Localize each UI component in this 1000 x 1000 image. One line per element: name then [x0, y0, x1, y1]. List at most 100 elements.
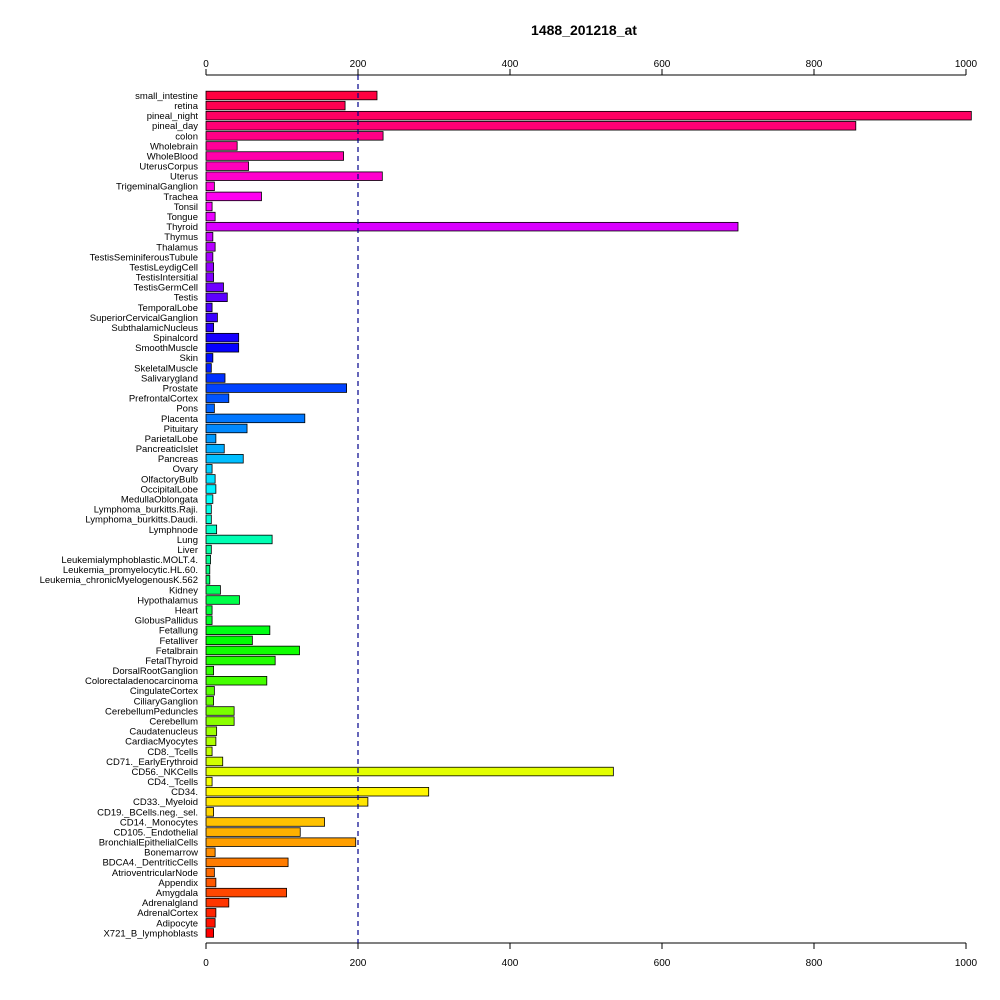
- category-label: SmoothMuscle: [135, 343, 198, 354]
- tick-label: 1000: [955, 958, 978, 969]
- bar-Lymphoma_burkitts.Raji.: [205, 504, 212, 514]
- category-label: CD14._Monocytes: [120, 817, 198, 828]
- category-label: DorsalRootGanglion: [112, 666, 198, 677]
- category-label: GlobusPallidus: [135, 616, 199, 627]
- bar-Kidney: [205, 585, 221, 595]
- category-label: Leukemialymphoblastic.MOLT.4.: [61, 555, 198, 566]
- tick-label: 0: [203, 958, 209, 969]
- category-label: Trachea: [164, 192, 199, 203]
- category-label: Ovary: [173, 464, 199, 475]
- category-label: Lymphoma_burkitts.Raji.: [94, 505, 198, 516]
- bar-Fetallung: [205, 625, 271, 635]
- category-label: TestisSeminiferousTubule: [90, 252, 198, 263]
- bar-SkeletalMuscle: [205, 363, 212, 373]
- tick-label: 600: [654, 59, 671, 70]
- category-label: X721_B_lymphoblasts: [103, 928, 198, 939]
- bar-AtrioventricularNode: [205, 867, 215, 878]
- bar-AdrenalCortex: [205, 908, 217, 918]
- category-label: CerebellumPeduncles: [105, 706, 198, 717]
- bar-colon: [205, 131, 384, 141]
- bar-TestisLeydigCell: [205, 262, 214, 272]
- category-label: Amygdala: [156, 888, 199, 899]
- bar-DorsalRootGanglion: [205, 665, 214, 676]
- bar-MedullaOblongata: [205, 494, 214, 504]
- bar-Appendix: [205, 877, 217, 888]
- category-label: pineal_night: [147, 111, 199, 122]
- category-label: PancreaticIslet: [136, 444, 199, 455]
- bar-Leukemia_chronicMyelogenousK.562: [205, 575, 211, 585]
- category-label: Thymus: [164, 232, 198, 243]
- bar-Pancreas: [205, 454, 244, 464]
- category-label: CD56._NKCells: [131, 767, 198, 778]
- category-label: TemporalLobe: [138, 303, 198, 314]
- bar-TestisSeminiferousTubule: [205, 252, 214, 262]
- category-label: Tongue: [167, 212, 198, 223]
- category-label: Placenta: [161, 414, 199, 425]
- bar-Salivarygland: [205, 373, 226, 383]
- bar-CD33._Myeloid: [205, 797, 369, 807]
- bar-UterusCorpus: [205, 161, 249, 171]
- category-label: Colorectaladenocarcinoma: [85, 676, 199, 687]
- bar-Spinalcord: [205, 332, 240, 343]
- category-label: MedullaOblongata: [121, 495, 199, 506]
- bar-Thalamus: [205, 242, 216, 252]
- bar-Leukemialymphoblastic.MOLT.4.: [205, 554, 211, 565]
- tick-label: 800: [806, 59, 823, 70]
- bottom-x-axis: 0 200 400 600 800 1000: [203, 942, 978, 969]
- category-label: OlfactoryBulb: [141, 474, 198, 485]
- bar-Lymphnode: [205, 524, 218, 535]
- bar-SuperiorCervicalGanglion: [205, 312, 218, 323]
- category-label: Appendix: [158, 878, 198, 889]
- bar-Lymphoma_burkitts.Daudi.: [205, 514, 212, 524]
- category-label: BronchialEpithelialCells: [99, 838, 199, 849]
- bar-Ovary: [205, 464, 213, 474]
- bar-Lung: [205, 534, 273, 545]
- bar-Adipocyte: [205, 918, 216, 928]
- category-label: CD4._Tcells: [147, 777, 198, 788]
- bar-CingulateCortex: [205, 686, 215, 696]
- category-labels: small_intestineretinapineal_nightpineal_…: [40, 91, 199, 939]
- category-label: CiliaryGanglion: [134, 696, 198, 707]
- category-label: Thyroid: [166, 222, 198, 233]
- bar-CD8._Tcells: [205, 746, 213, 757]
- bar-Hypothalamus: [205, 595, 240, 605]
- bar-Adrenalgland: [205, 898, 230, 908]
- category-label: Pituitary: [164, 424, 199, 435]
- bar-CD19._BCells.neg._sel.: [205, 807, 214, 817]
- bar-Placenta: [205, 413, 306, 424]
- tick-label: 200: [350, 958, 367, 969]
- bar-OlfactoryBulb: [205, 474, 216, 484]
- category-label: small_intestine: [135, 91, 198, 102]
- category-label: CD8._Tcells: [147, 747, 198, 758]
- bar-CD71._EarlyErythroid: [205, 756, 224, 767]
- category-label: CD33._Myeloid: [133, 797, 198, 808]
- category-label: Adrenalgland: [142, 898, 198, 909]
- bar-BDCA4._DentriticCells: [205, 857, 289, 868]
- bar-Uterus: [205, 171, 383, 181]
- category-label: Heart: [175, 605, 199, 616]
- category-label: CD105._Endothelial: [113, 827, 198, 838]
- bar-Bonemarrow: [205, 847, 216, 857]
- category-label: UterusCorpus: [139, 162, 198, 173]
- category-label: TrigeminalGanglion: [116, 182, 198, 193]
- bar-Skin: [205, 353, 214, 363]
- bar-PrefrontalCortex: [205, 393, 230, 403]
- category-label: AtrioventricularNode: [112, 868, 198, 879]
- bar-retina: [205, 100, 346, 111]
- category-label: Spinalcord: [153, 333, 198, 344]
- category-label: Bonemarrow: [144, 848, 198, 859]
- category-label: Tonsil: [174, 202, 198, 213]
- bar-Caudatenucleus: [205, 726, 218, 736]
- bar-CardiacMyocytes: [205, 736, 217, 746]
- bar-PancreaticIslet: [205, 443, 225, 454]
- bar-TrigeminalGanglion: [205, 181, 215, 192]
- top-x-axis: 0 200 400 600 800 1000: [203, 59, 978, 76]
- bar-Testis: [205, 292, 228, 303]
- category-label: Prostate: [163, 384, 198, 395]
- category-label: Testis: [174, 293, 199, 304]
- category-label: SuperiorCervicalGanglion: [90, 313, 198, 324]
- category-label: CD34.: [171, 787, 198, 798]
- bar-Trachea: [205, 191, 262, 202]
- category-label: Leukemia_promyelocytic.HL.60.: [63, 565, 198, 576]
- bar-CD34.: [205, 787, 430, 797]
